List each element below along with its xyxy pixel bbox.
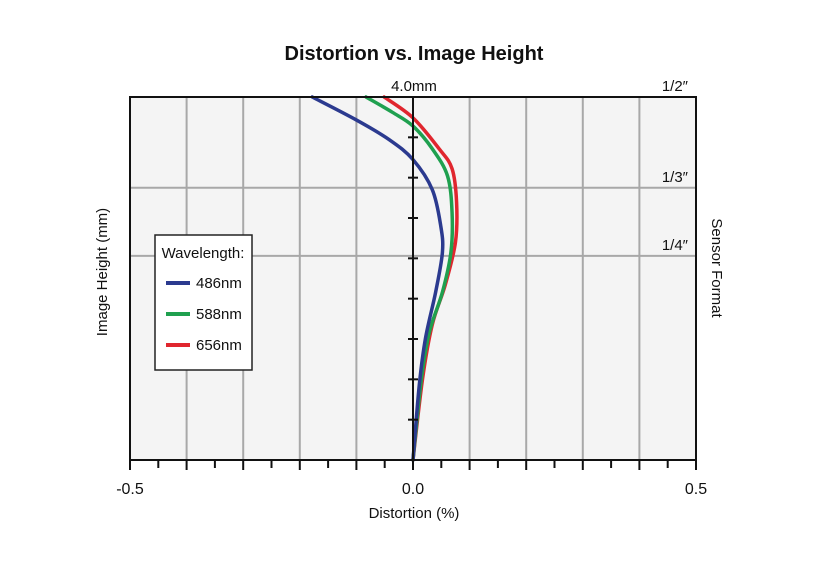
sensor-format-label: 1/3″	[662, 169, 689, 186]
legend-title: Wavelength:	[162, 245, 245, 262]
legend-box	[154, 234, 253, 371]
series-line-588nm	[364, 95, 455, 462]
legend-label: 588nm	[196, 306, 242, 323]
x-tick-label: 0.0	[402, 481, 424, 498]
y-axis-label: Image Height (mm)	[94, 208, 111, 336]
sensor-format-label: 1/2″	[662, 78, 689, 95]
y-top-label: 4.0mm	[391, 78, 437, 95]
right-axis-label: Sensor Format	[708, 218, 725, 318]
x-axis-label: Distortion (%)	[369, 505, 460, 522]
chart-title: Distortion vs. Image Height	[285, 43, 544, 65]
legend-label: 656nm	[196, 337, 242, 354]
sensor-format-label: 1/4″	[662, 237, 689, 254]
legend-label: 486nm	[196, 275, 242, 292]
x-tick-label: 0.5	[685, 481, 707, 498]
series-line-486nm	[310, 95, 445, 462]
legend: Wavelength: 486nm 588nm 656nm	[154, 234, 253, 371]
x-tick-label: -0.5	[116, 481, 144, 498]
